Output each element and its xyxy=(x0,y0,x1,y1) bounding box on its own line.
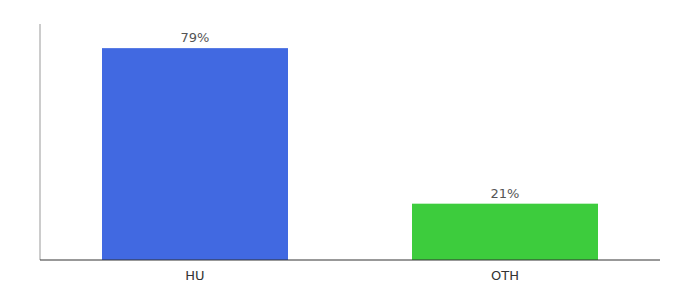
data-label: 79% xyxy=(181,30,210,45)
bars xyxy=(102,48,598,260)
chart-container: HU OTH 79% 21% xyxy=(0,0,680,300)
bar xyxy=(102,48,288,260)
x-tick-label: HU xyxy=(185,268,204,283)
x-axis-line xyxy=(40,260,660,261)
y-axis-line xyxy=(40,24,41,260)
chart-svg: HU OTH 79% 21% xyxy=(0,0,680,300)
x-tick-label: OTH xyxy=(491,268,519,283)
page: {"chart_data": {"type": "bar", "categori… xyxy=(0,0,680,300)
data-label: 21% xyxy=(491,186,520,201)
bar xyxy=(412,204,598,260)
